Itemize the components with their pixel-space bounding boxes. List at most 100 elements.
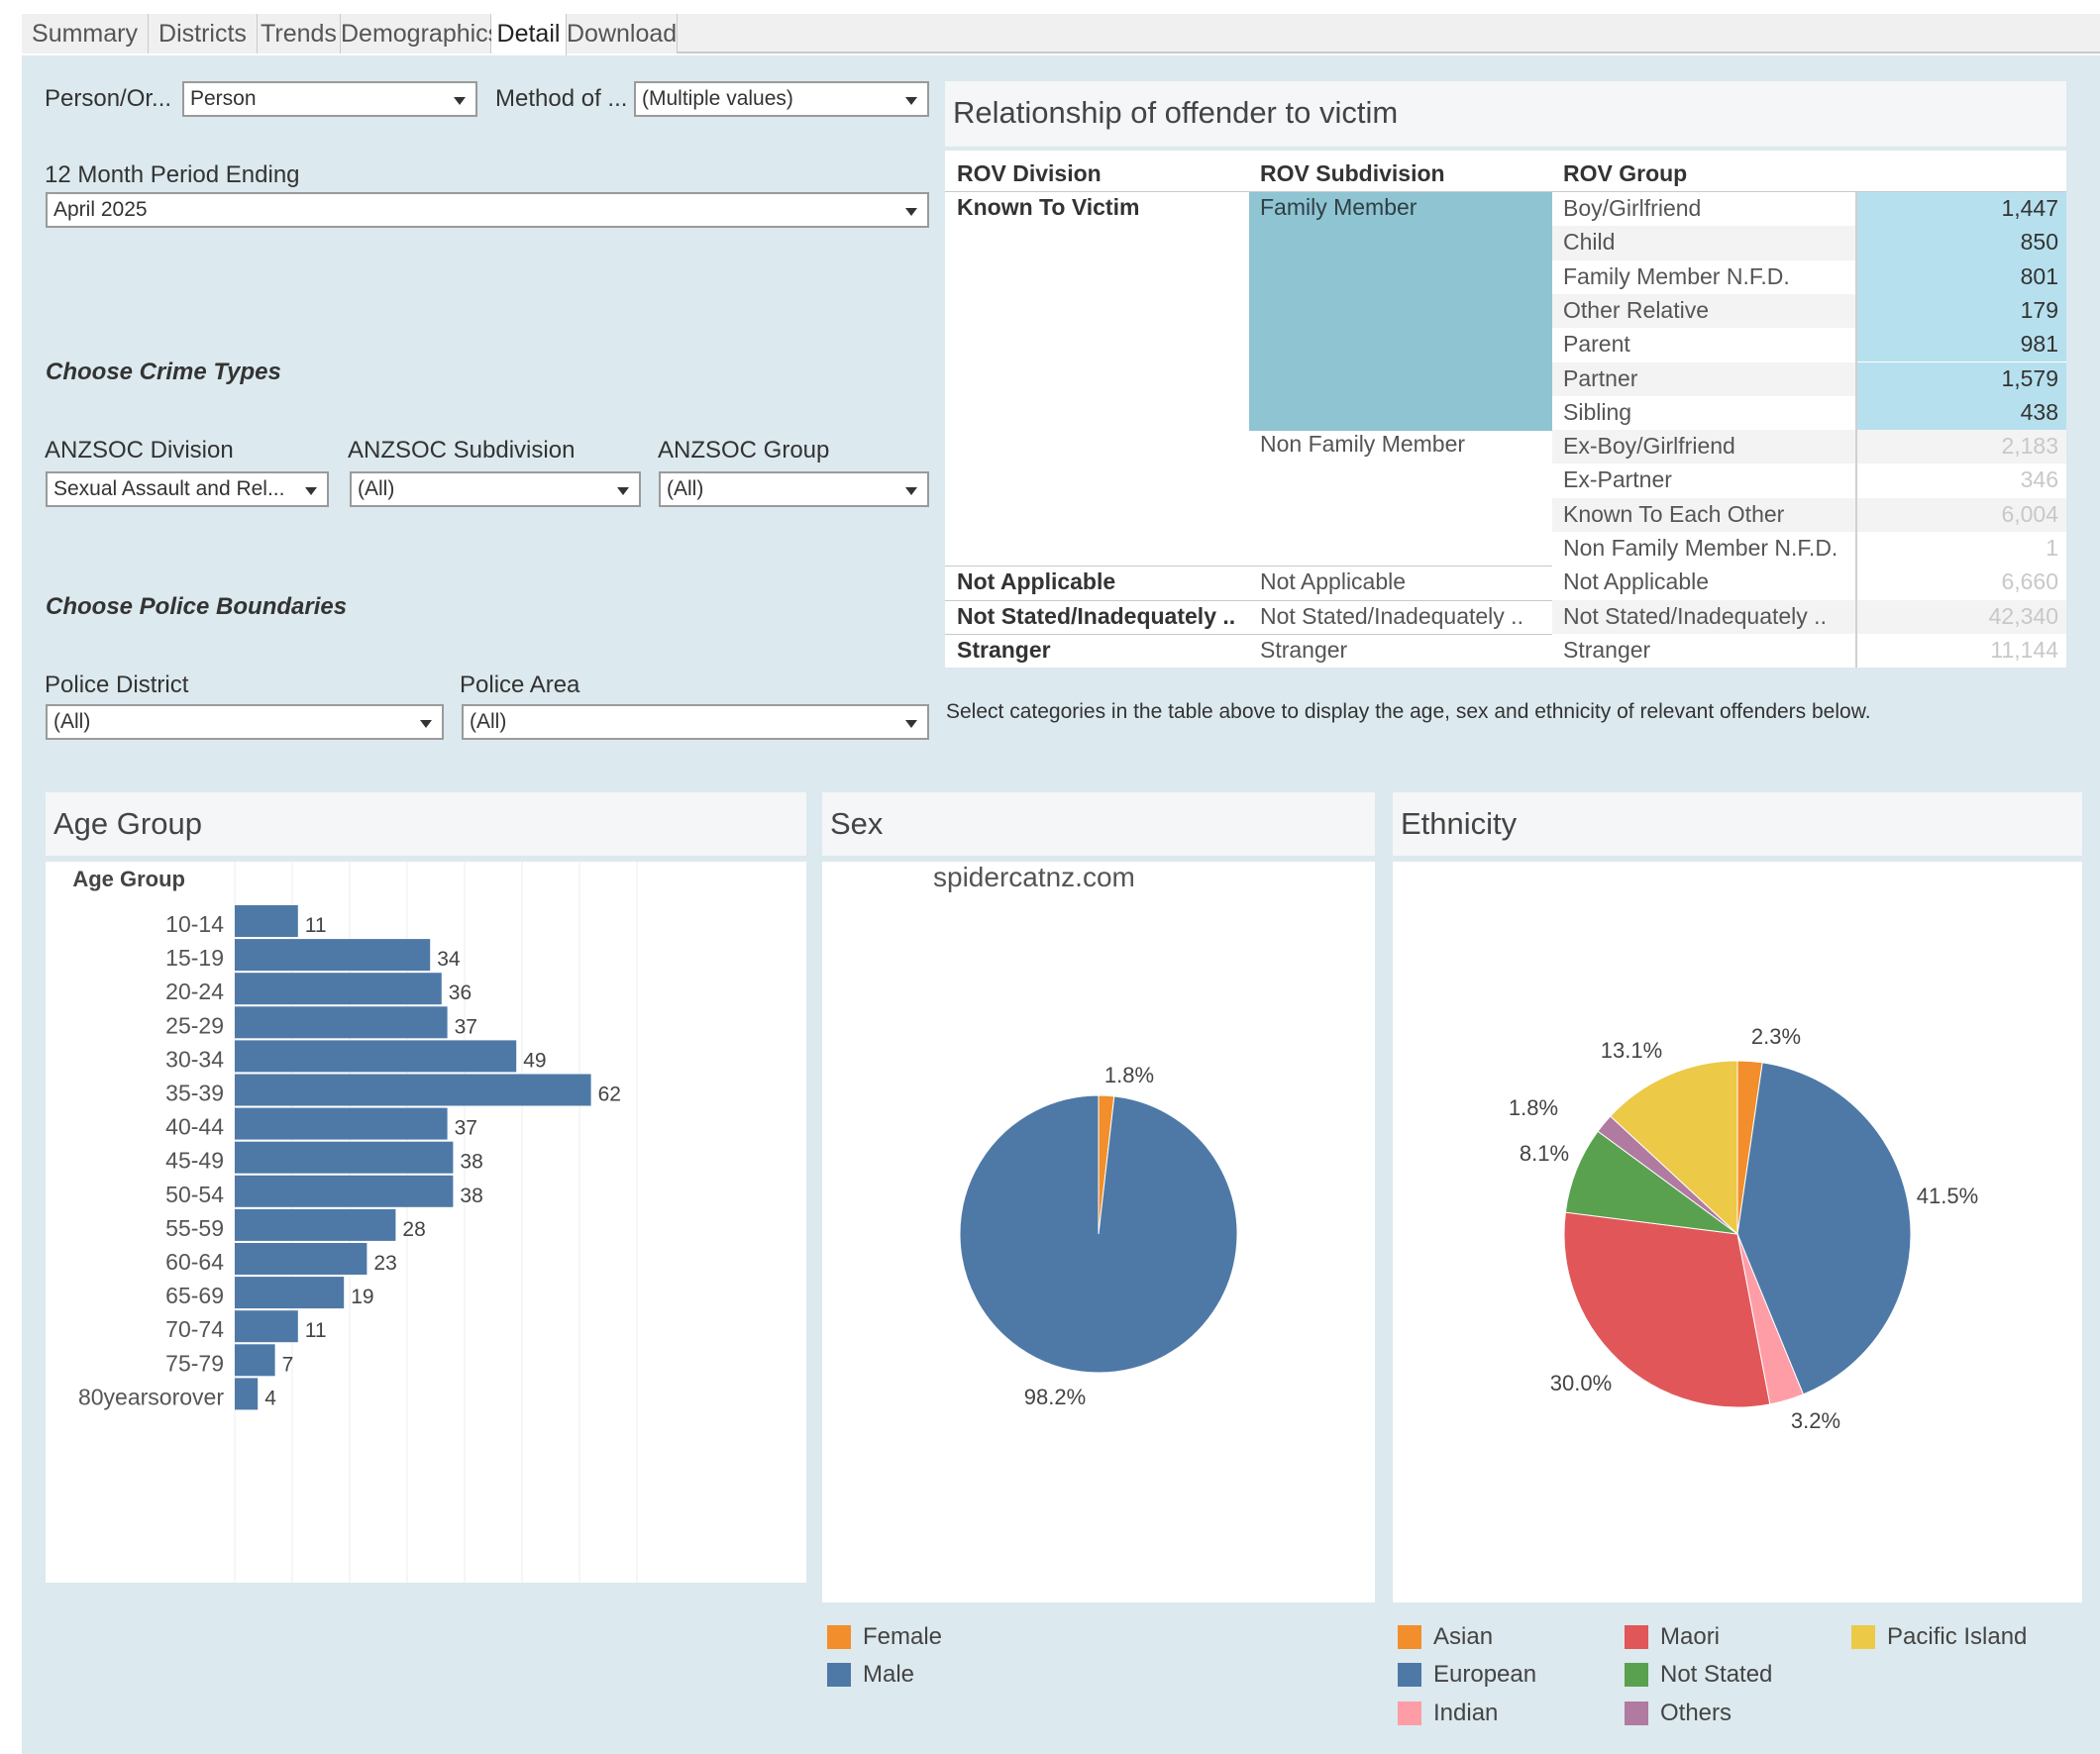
rov-value-bg xyxy=(1855,226,2066,260)
rov-value[interactable]: 2,183 xyxy=(2001,433,2058,460)
rov-group-label[interactable]: Not Applicable xyxy=(1563,568,1710,595)
police-district-dropdown[interactable]: (All) xyxy=(46,704,444,740)
age-tick-label: 30-34 xyxy=(165,1046,224,1072)
rov-value[interactable]: 6,660 xyxy=(2001,568,2058,595)
rov-group-label[interactable]: Not Stated/Inadequately .. xyxy=(1563,602,1827,629)
age-bar[interactable] xyxy=(235,1006,448,1039)
legend-label-others: Others xyxy=(1660,1700,1732,1726)
age-bar[interactable] xyxy=(235,1074,591,1106)
column-divider xyxy=(1855,192,1857,668)
age-bar[interactable] xyxy=(235,905,298,937)
pie-slice[interactable] xyxy=(1563,1211,1771,1408)
method-dropdown[interactable]: (Multiple values) xyxy=(634,81,929,117)
age-tick-label: 55-59 xyxy=(165,1215,224,1241)
age-bar[interactable] xyxy=(235,1277,345,1309)
anzsoc-division-dropdown[interactable]: Sexual Assault and Rel... xyxy=(46,471,329,507)
age-bar[interactable] xyxy=(235,1175,454,1207)
age-bar[interactable] xyxy=(235,1243,368,1275)
rov-value[interactable]: 438 xyxy=(2020,398,2058,425)
tab-districts[interactable]: Districts xyxy=(149,14,258,53)
age-bar[interactable] xyxy=(235,1141,454,1174)
method-value: (Multiple values) xyxy=(642,87,793,110)
age-bar[interactable] xyxy=(235,1208,396,1241)
age-tick-label: 70-74 xyxy=(165,1316,224,1342)
rov-value[interactable]: 6,004 xyxy=(2001,500,2058,527)
rov-value[interactable]: 1,579 xyxy=(2001,364,2058,391)
tab-detail[interactable]: Detail xyxy=(491,14,567,55)
rov-value[interactable]: 801 xyxy=(2020,262,2058,289)
tab-download[interactable]: Download xyxy=(567,14,678,53)
legend-label-pacific: Pacific Island xyxy=(1887,1623,2028,1650)
rov-division-label[interactable]: Not Stated/Inadequately .. xyxy=(957,602,1236,629)
rov-group-label[interactable]: Child xyxy=(1563,229,1616,256)
pie-data-label: 1.8% xyxy=(1509,1095,1558,1120)
rov-family-member-cell[interactable]: Family Member xyxy=(1249,192,1552,431)
rov-value[interactable]: 1,447 xyxy=(2001,195,2058,221)
rov-value[interactable]: 42,340 xyxy=(1988,602,2058,629)
age-tick-label: 40-44 xyxy=(165,1114,224,1140)
age-bar[interactable] xyxy=(235,1378,259,1410)
pie-slice[interactable] xyxy=(1564,1130,1739,1235)
police-boundaries-header: Choose Police Boundaries xyxy=(46,593,348,620)
rov-known-to-victim[interactable]: Known To Victim xyxy=(957,194,1140,220)
rov-non-family-member[interactable]: Non Family Member xyxy=(1260,431,1466,457)
legend-label-not_stated: Not Stated xyxy=(1660,1661,1773,1688)
anzsoc-subdivision-dropdown[interactable]: (All) xyxy=(350,471,641,507)
tab-demographics[interactable]: Demographics xyxy=(341,14,500,53)
legend-label-male: Male xyxy=(863,1661,915,1688)
rov-value-bg xyxy=(1855,361,2066,396)
rov-group-label[interactable]: Sibling xyxy=(1563,398,1632,425)
anzsoc-group-dropdown[interactable]: (All) xyxy=(659,471,929,507)
rov-value[interactable]: 981 xyxy=(2020,331,2058,358)
pie-slice[interactable] xyxy=(1736,1062,1912,1395)
police-area-dropdown[interactable]: (All) xyxy=(462,704,929,740)
pie-slice[interactable] xyxy=(1609,1060,1738,1236)
rov-group-row-bg xyxy=(1552,192,1855,227)
chevron-down-icon xyxy=(905,487,917,495)
tab-trends[interactable]: Trends xyxy=(258,14,341,53)
rov-division-label[interactable]: Not Applicable xyxy=(957,568,1116,595)
rov-group-row-bg xyxy=(1552,497,2066,532)
rov-group-label[interactable]: Parent xyxy=(1563,331,1630,358)
rov-subdivision-label[interactable]: Not Stated/Inadequately .. xyxy=(1260,602,1523,629)
rov-value[interactable]: 11,144 xyxy=(1990,636,2058,663)
rov-group-label[interactable]: Partner xyxy=(1563,364,1638,391)
rov-value-bg xyxy=(1855,192,2066,227)
rov-subdivision-label[interactable]: Not Applicable xyxy=(1260,568,1407,595)
rov-group-label[interactable]: Family Member N.F.D. xyxy=(1563,262,1790,289)
person-org-dropdown[interactable]: Person xyxy=(182,81,477,117)
age-bar[interactable] xyxy=(235,1107,448,1140)
period-dropdown[interactable]: April 2025 xyxy=(46,192,929,228)
rov-group-label[interactable]: Known To Each Other xyxy=(1563,500,1785,527)
rov-value[interactable]: 346 xyxy=(2020,466,2058,493)
age-data-label: 49 xyxy=(523,1049,546,1072)
legend-swatch-indian xyxy=(1398,1702,1421,1725)
rov-group-label[interactable]: Non Family Member N.F.D. xyxy=(1563,535,1838,561)
legend-swatch-asian xyxy=(1398,1625,1421,1649)
rov-division-label[interactable]: Stranger xyxy=(957,636,1051,663)
tab-summary[interactable]: Summary xyxy=(22,14,149,53)
chevron-down-icon xyxy=(905,720,917,728)
rov-subdivision-label[interactable]: Stranger xyxy=(1260,636,1348,663)
age-tick-label: 60-64 xyxy=(165,1249,224,1275)
rov-value-bg xyxy=(1855,395,2066,431)
age-bar[interactable] xyxy=(235,973,442,1005)
row-divider xyxy=(945,633,2066,635)
rov-value[interactable]: 850 xyxy=(2020,229,2058,256)
age-bar[interactable] xyxy=(235,939,431,972)
person-org-value: Person xyxy=(190,87,257,110)
age-tick-label: 80yearsorover xyxy=(78,1384,224,1409)
pie-slice[interactable] xyxy=(959,1094,1238,1374)
rov-group-label[interactable]: Ex-Partner xyxy=(1563,466,1672,493)
age-bar[interactable] xyxy=(235,1310,298,1343)
rov-group-label[interactable]: Ex-Boy/Girlfriend xyxy=(1563,433,1735,460)
age-bar[interactable] xyxy=(235,1040,517,1073)
rov-value[interactable]: 179 xyxy=(2020,296,2058,323)
rov-group-label[interactable]: Stranger xyxy=(1563,636,1651,663)
rov-group-label[interactable]: Boy/Girlfriend xyxy=(1563,195,1702,221)
rov-value[interactable]: 1 xyxy=(2046,535,2058,561)
rov-group-label[interactable]: Other Relative xyxy=(1563,296,1710,323)
age-data-label: 38 xyxy=(460,1185,482,1207)
age-bar[interactable] xyxy=(235,1344,275,1377)
age-tick-label: 25-29 xyxy=(165,1012,224,1038)
